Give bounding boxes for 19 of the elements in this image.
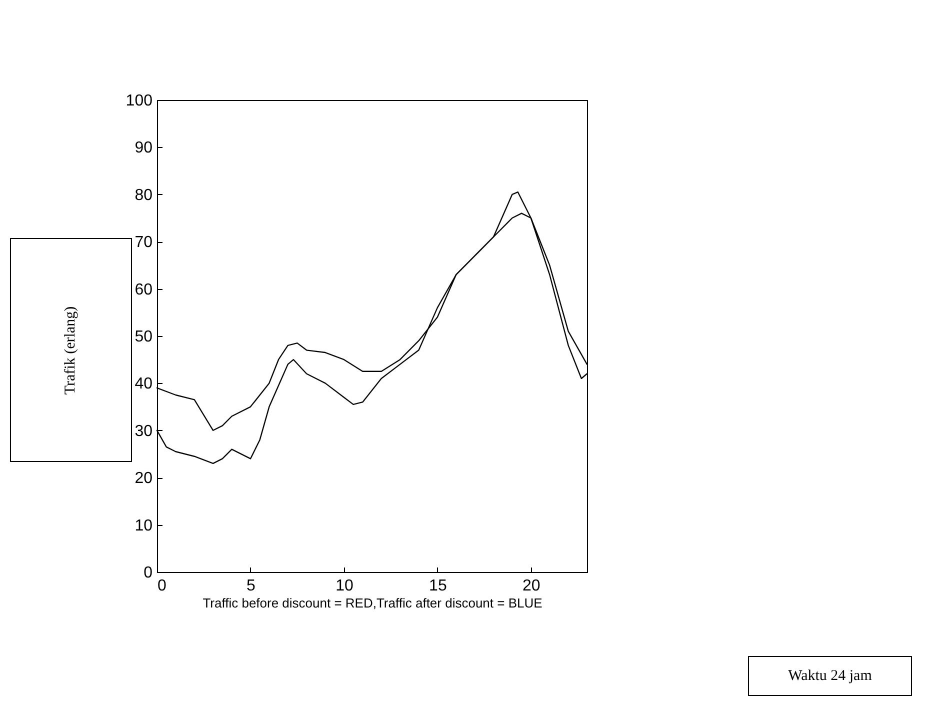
x-tick-label: 20 bbox=[522, 578, 540, 594]
y-tick-label: 40 bbox=[134, 376, 153, 393]
y-tick-label: 0 bbox=[144, 564, 153, 582]
y-tick-label: 10 bbox=[134, 517, 153, 534]
x-tick-label: 10 bbox=[336, 578, 354, 594]
text: Waktu 24 jam bbox=[748, 656, 912, 696]
y-tick-label: 50 bbox=[134, 328, 153, 346]
x-tick-label: 15 bbox=[429, 578, 447, 594]
y-tick-label: 70 bbox=[134, 234, 153, 252]
y-tick-label: 30 bbox=[134, 422, 153, 440]
y-axis-title: Trafik (erlang) bbox=[62, 306, 80, 394]
y-tick-label: 20 bbox=[134, 470, 153, 488]
y-tick-label: 100 bbox=[126, 92, 153, 110]
y-tick-label: 60 bbox=[134, 281, 153, 298]
x-axis-title: Traffic before discount = RED,Traffic after discount = BLUE bbox=[202, 596, 543, 610]
x-tick-label: 0 bbox=[158, 578, 166, 594]
x-tick-label: 5 bbox=[246, 578, 256, 594]
y-tick-label: 80 bbox=[134, 186, 153, 204]
y-tick-label: 90 bbox=[134, 140, 153, 157]
